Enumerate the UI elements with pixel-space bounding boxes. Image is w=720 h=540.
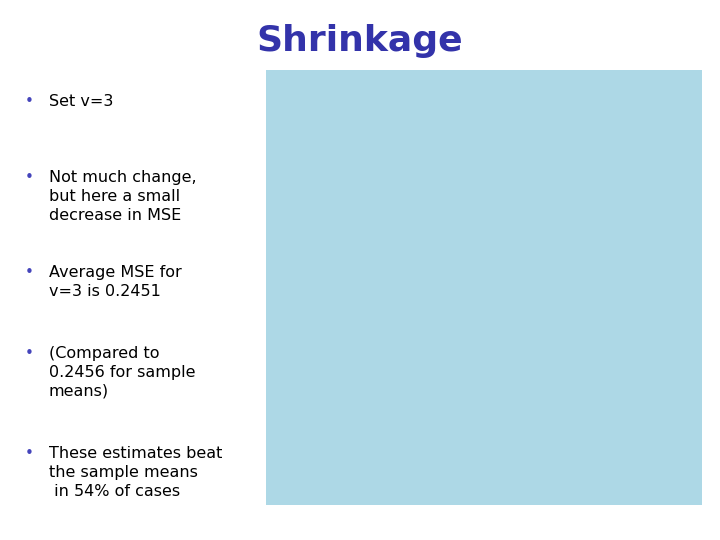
- Text: •: •: [25, 446, 34, 461]
- Point: [338, 434, 350, 442]
- Point: [496, 270, 508, 279]
- Y-axis label: SampleMeans: SampleMeans: [267, 253, 280, 335]
- Text: •: •: [25, 170, 34, 185]
- Text: These estimates beat
the sample means
 in 54% of cases: These estimates beat the sample means in…: [49, 446, 222, 499]
- Text: Shrinkage: Shrinkage: [257, 24, 463, 57]
- Text: Not much change,
but here a small
decrease in MSE: Not much change, but here a small decrea…: [49, 170, 197, 224]
- Point: [634, 170, 646, 179]
- Text: Average MSE for
v=3 is 0.2451: Average MSE for v=3 is 0.2451: [49, 265, 181, 299]
- Point: [351, 418, 363, 427]
- Point: [611, 160, 623, 169]
- Text: •: •: [25, 346, 34, 361]
- X-axis label: PopulationMeans: PopulationMeans: [449, 482, 549, 495]
- Text: (Compared to
0.2456 for sample
means): (Compared to 0.2456 for sample means): [49, 346, 195, 399]
- Point: [345, 421, 356, 430]
- Text: Set v=3: Set v=3: [49, 94, 113, 110]
- Text: •: •: [25, 94, 34, 110]
- Title: MSE=0.178278, MSE_JS=0.162615: MSE=0.178278, MSE_JS=0.162615: [395, 113, 602, 126]
- Text: •: •: [25, 265, 34, 280]
